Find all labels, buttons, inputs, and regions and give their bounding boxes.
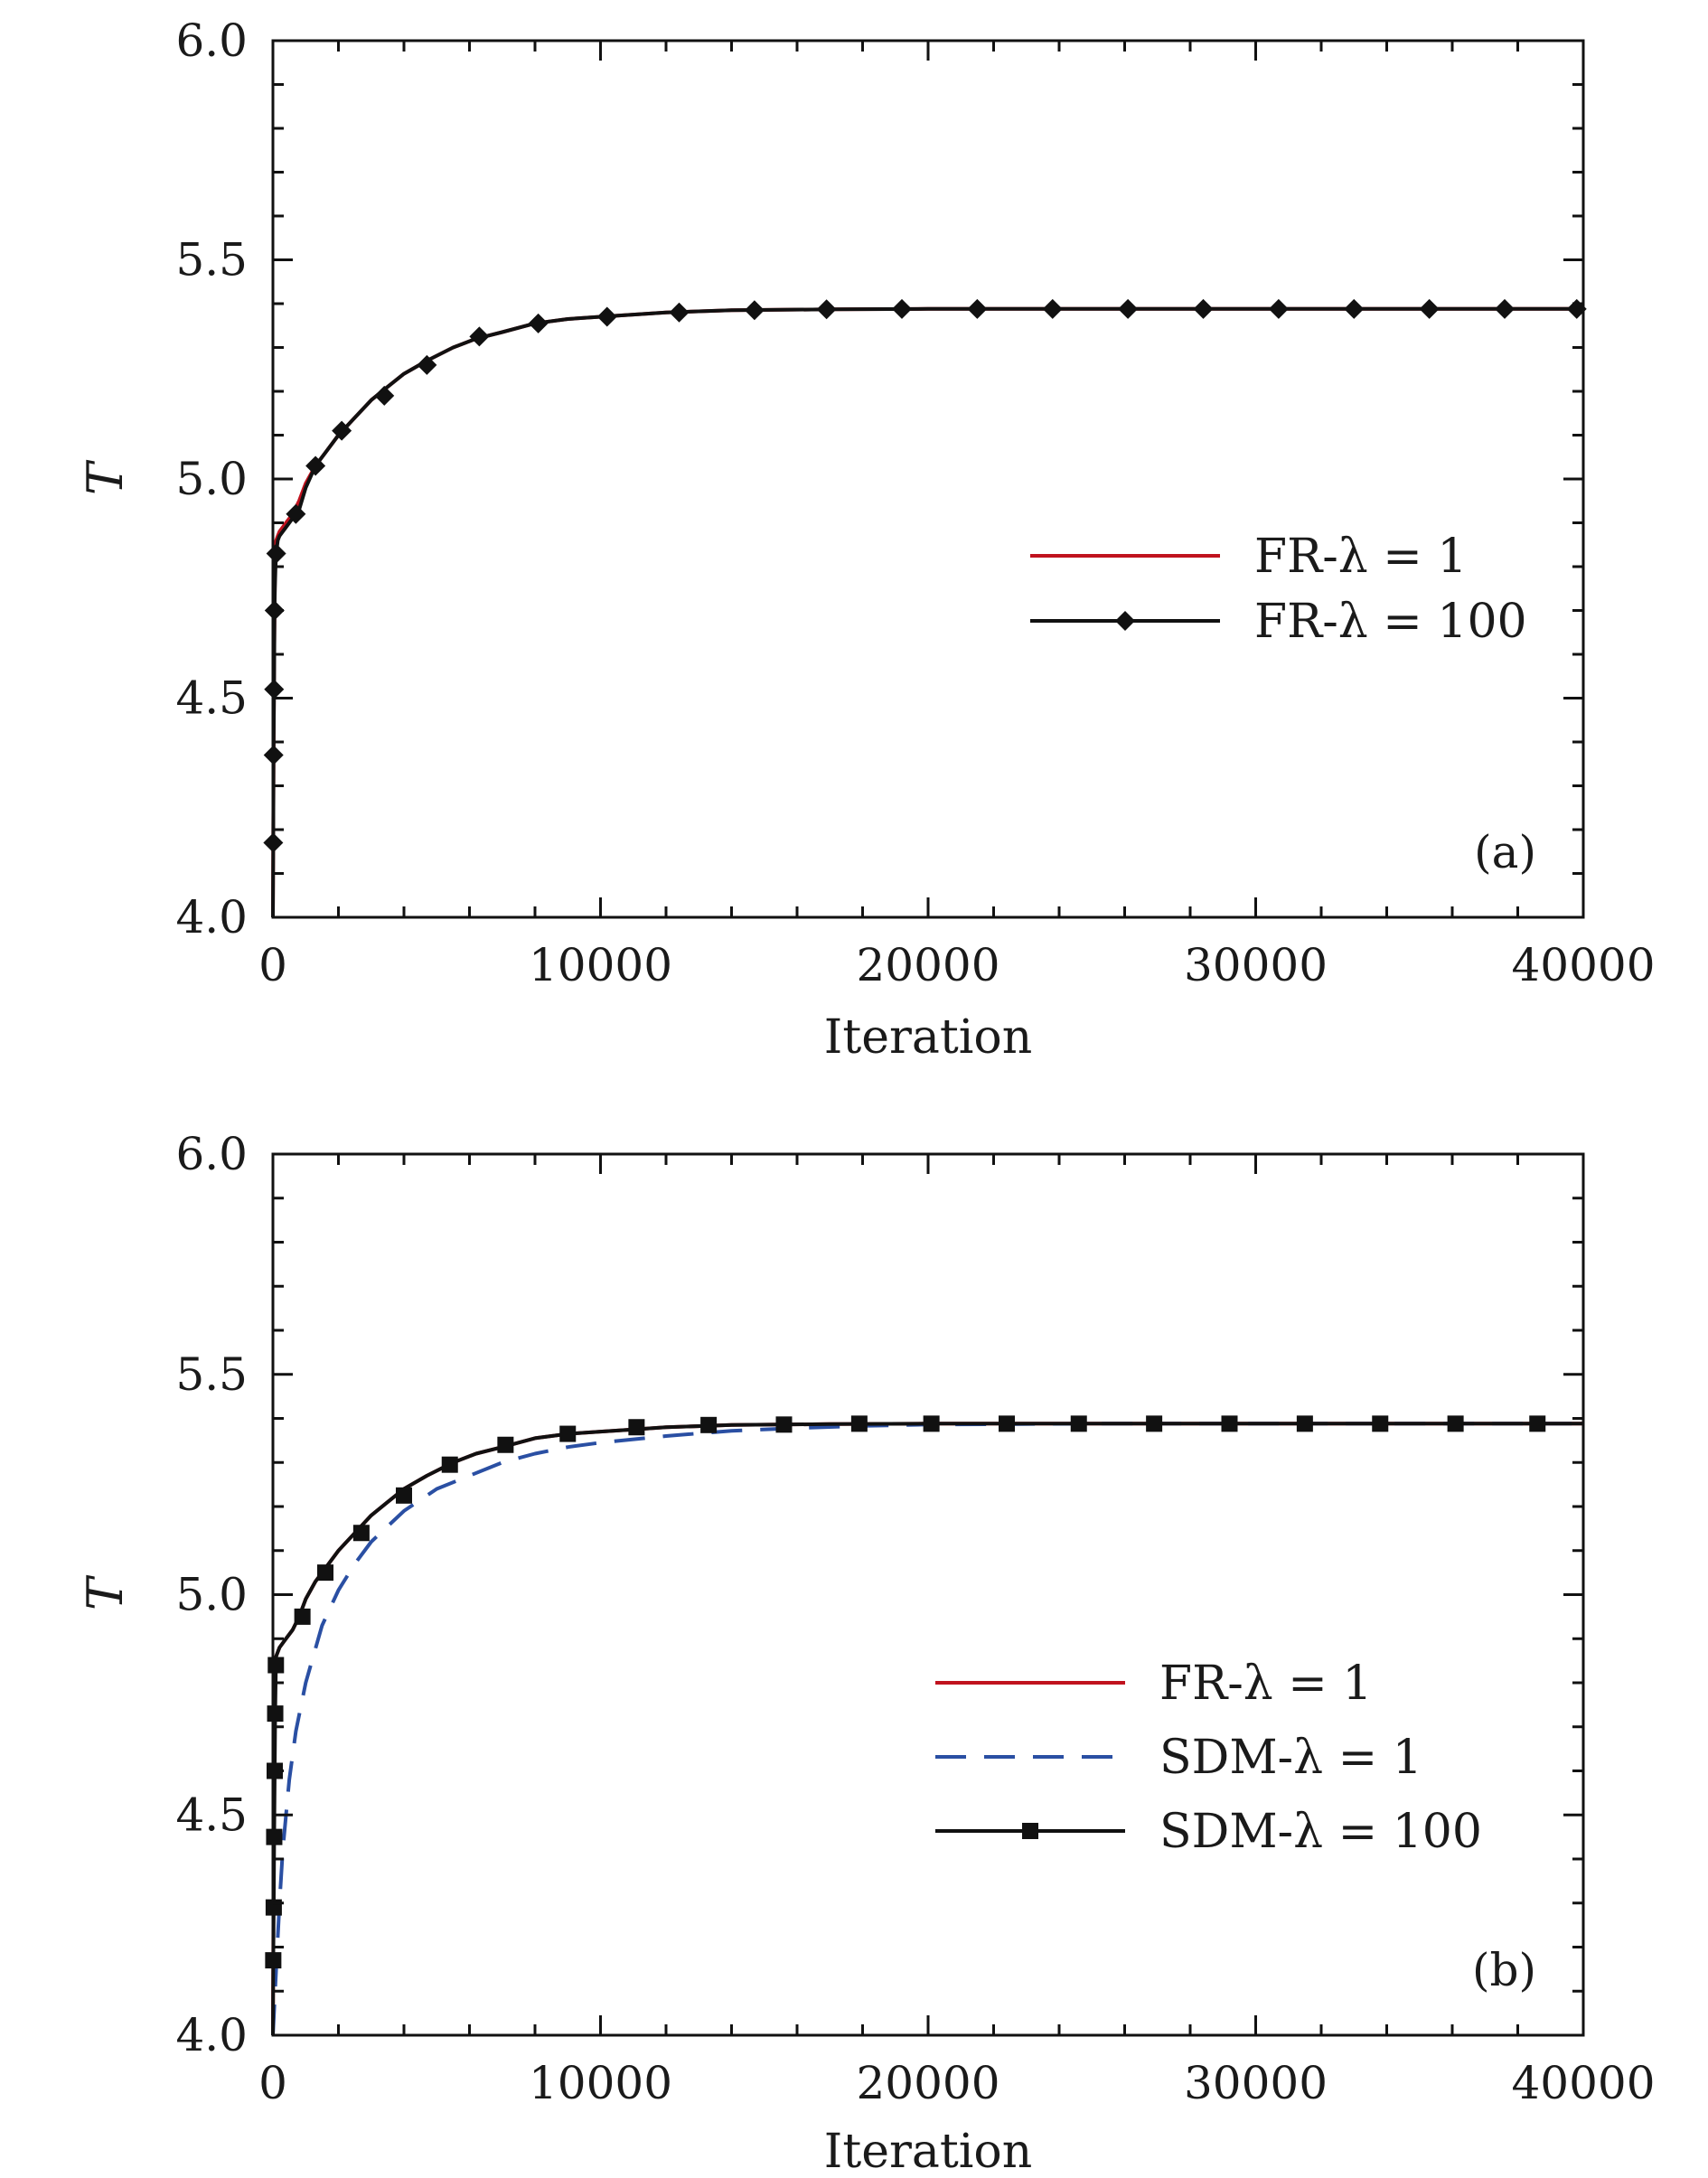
panel-tag-b: (b) [1472,1944,1536,1996]
x-tick-label: 10000 [529,2057,672,2109]
y-tick-label: 5.5 [175,234,248,286]
data-point-marker [1296,1415,1313,1432]
x-tick-label: 0 [258,939,287,991]
y-tick-label: 6.0 [175,1128,248,1180]
series-line-b-1 [271,1422,1583,2036]
y-tick-label: 6.0 [175,14,248,67]
data-point-marker [628,1419,645,1436]
data-point-marker [1193,298,1214,319]
data-point-marker [923,1415,940,1432]
x-tick-label: 20000 [856,2057,999,2109]
data-point-marker [441,1456,458,1473]
data-point-marker [744,300,765,321]
x-tick-label: 30000 [1184,2057,1328,2109]
data-point-marker [317,1564,333,1582]
data-point-marker [417,354,437,375]
data-point-marker [374,385,395,406]
data-point-marker [266,543,286,564]
data-point-marker [816,299,837,320]
data-point-marker [775,1416,793,1433]
data-point-marker [1447,1415,1464,1432]
y-tick-label: 5.5 [175,1348,248,1401]
data-point-marker [1529,1415,1546,1432]
data-point-marker [1118,298,1139,319]
data-point-marker [305,455,326,476]
ticks-layer-a: 0 10000 20000 30000 40000 4.0 4.5 5.0 5.5 6.0 [175,14,1655,991]
data-point-marker [469,326,490,347]
ylabel-a: T [77,459,134,495]
legend-label: SDM-λ = 100 [1159,1805,1482,1859]
data-point-marker [999,1415,1015,1432]
legend-label: FR-λ = 100 [1254,595,1527,649]
panel-b: 0 10000 20000 30000 40000 4.0 4.5 5.0 5.5 6.0 Ite… [77,1128,1656,2178]
xlabel-a: Iteration [824,1010,1032,1065]
y-tick-label: 4.5 [175,1788,248,1841]
data-point-marker [294,1608,311,1625]
data-point-marker [1268,298,1289,319]
legend-label: FR-λ = 1 [1159,1657,1372,1711]
legend-label: SDM-λ = 1 [1159,1731,1422,1785]
data-point-marker [267,1657,285,1674]
data-point-marker [286,503,306,524]
y-tick-label: 5.0 [175,1569,248,1621]
legend-a: FR-λ = 1 FR-λ = 100 [1030,530,1527,649]
y-tick-label: 4.0 [175,2009,248,2061]
y-tick-label: 4.5 [175,672,248,725]
data-point-marker [528,313,549,333]
panel-tag-a: (a) [1474,826,1536,878]
data-point-marker [850,1415,868,1432]
x-tick-label: 30000 [1184,939,1328,991]
series-layer-b [265,1415,1583,2036]
data-point-marker [892,298,912,319]
data-point-marker [596,306,617,327]
ylabel-b: T [77,1574,134,1610]
data-point-marker [1419,298,1440,319]
data-point-marker [352,1525,370,1542]
data-point-marker [267,1705,284,1723]
xlabel-b: Iteration [824,2125,1032,2178]
data-point-marker [700,1416,718,1433]
y-tick-label: 4.0 [175,891,248,943]
data-point-marker [1070,1415,1087,1432]
ticks-layer-b: 0 10000 20000 30000 40000 4.0 4.5 5.0 5.5 6.0 [175,1128,1655,2109]
legend-b: FR-λ = 1 SDM-λ = 1 SDM-λ = 100 [935,1657,1482,1859]
legend-marker [1022,1823,1038,1839]
x-tick-label: 20000 [856,939,999,991]
panel-a: 0 10000 20000 30000 40000 4.0 4.5 5.0 5.5 6.0 Ite… [77,14,1656,1065]
legend-label: FR-λ = 1 [1254,530,1467,584]
x-tick-label: 40000 [1511,939,1655,991]
data-point-marker [1344,298,1365,319]
x-tick-label: 0 [258,2057,287,2109]
data-point-marker [669,302,690,323]
data-point-marker [559,1425,577,1442]
y-tick-label: 5.0 [175,453,248,505]
data-point-marker [396,1487,412,1504]
x-tick-label: 40000 [1511,2057,1655,2109]
data-point-marker [1042,298,1063,319]
x-tick-label: 10000 [529,939,672,991]
data-point-marker [967,298,988,319]
data-point-marker [1221,1415,1238,1432]
data-point-marker [497,1436,514,1453]
legend-marker [1115,611,1135,631]
data-point-marker [1372,1415,1389,1432]
data-point-marker [332,420,352,441]
data-point-marker [1146,1415,1163,1432]
data-point-marker [1495,298,1515,319]
